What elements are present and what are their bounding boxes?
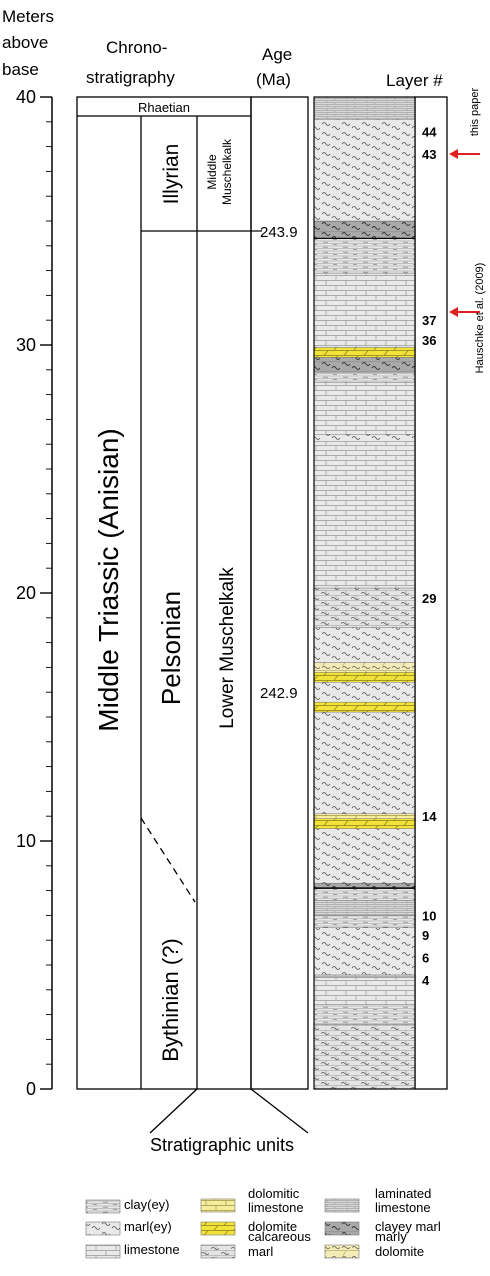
chrono-header-line1: Chrono-	[106, 38, 167, 57]
stratigraphic-units-label: Stratigraphic units	[150, 1135, 294, 1155]
layer-labels: 44 43 37 36 29 14 10 9 6 4	[422, 125, 437, 988]
lithology-bed	[313, 627, 416, 663]
lithology-bed	[313, 974, 416, 978]
marly-dolomite-legend-label: marly	[375, 1229, 407, 1244]
laminated-limestone-legend-label: limestone	[375, 1200, 431, 1215]
lithology-bed	[313, 915, 416, 929]
layer-label: 29	[422, 591, 436, 606]
lithology-bed	[313, 701, 416, 713]
limestone-swatch	[85, 1244, 121, 1259]
lithology-bed	[313, 818, 416, 829]
layer-label: 10	[422, 908, 436, 923]
layer-label: 6	[422, 951, 429, 966]
y-tick-label: 30	[16, 335, 36, 355]
lithology-bed	[313, 711, 416, 814]
lithology-bed	[313, 96, 416, 120]
rhaetian-label: Rhaetian	[138, 100, 190, 115]
marl-swatch	[85, 1221, 121, 1236]
clayey-marl-swatch	[324, 1221, 360, 1236]
middle-triassic-label: Middle Triassic (Anisian)	[93, 428, 124, 731]
illyrian-label: Illyrian	[160, 144, 183, 205]
lithology-bed	[313, 927, 416, 976]
bythinian-label: Bythinian (?)	[158, 938, 183, 1062]
layer-label: 37	[422, 313, 436, 328]
age-header-line1: Age	[262, 45, 292, 64]
hauschke-arrowhead	[449, 307, 458, 317]
y-axis-ticks: 40 30 20 10 0	[16, 87, 52, 1099]
lithology-bed	[313, 900, 416, 916]
lithology-bed	[313, 662, 416, 673]
age-label: 243.9	[260, 224, 298, 241]
age-label: 242.9	[260, 685, 298, 702]
lithology-bed	[313, 220, 416, 239]
y-tick-label: 0	[26, 1079, 36, 1099]
middle-muschelkalk-label-line2: Muschelkalk	[220, 138, 234, 205]
lithology-bed	[313, 382, 416, 435]
lithology-column	[313, 96, 416, 1090]
layer-label: 9	[422, 928, 429, 943]
lithology-bed	[313, 347, 416, 358]
dolomitic-limestone-legend-label: limestone	[248, 1200, 304, 1215]
lithology-bed	[313, 357, 416, 373]
y-tick-label: 10	[16, 831, 36, 851]
calcareous-marl-legend-label: marl	[248, 1244, 273, 1259]
lithology-bed	[313, 434, 416, 442]
lithology-bed	[313, 119, 416, 222]
marl-legend-label: marl(ey)	[124, 1219, 172, 1234]
pelsonian-label: Pelsonian	[156, 591, 186, 705]
layer-label: 44	[422, 125, 437, 140]
lithology-bed	[313, 1024, 416, 1090]
bythinian-boundary-dashed	[140, 817, 196, 903]
calcareous-marl-swatch	[200, 1244, 236, 1259]
layer-label: 4	[422, 973, 430, 988]
lithology-bed	[313, 238, 416, 274]
dolomite-swatch	[200, 1221, 236, 1236]
middle-muschelkalk-label-line1: Middle	[205, 154, 219, 190]
lithology-bed	[313, 372, 416, 383]
this-paper-label: this paper	[469, 88, 481, 137]
lithology-bed	[313, 828, 416, 884]
lithology-bed	[313, 272, 416, 348]
lower-muschelkalk-label: Lower Muschelkalk	[217, 567, 238, 729]
lithology-column-outline	[313, 96, 416, 1090]
layer-header: Layer #	[386, 71, 443, 90]
clay-legend-label: clay(ey)	[124, 1197, 170, 1212]
lithology-bed	[313, 813, 416, 819]
y-tick-label: 20	[16, 583, 36, 603]
meters-label-line2: above	[2, 33, 48, 52]
meters-label-line3: base	[2, 60, 39, 79]
layer-label: 14	[422, 809, 437, 824]
chrono-header-line2: stratigraphy	[86, 68, 175, 87]
hauschke-label: Hauschke et al. (2009)	[474, 263, 486, 374]
lithology-bed	[313, 977, 416, 1005]
this-paper-arrowhead	[449, 149, 458, 159]
stratigraphic-units-bracket	[149, 1088, 309, 1134]
marly-dolomite-swatch	[324, 1244, 360, 1259]
laminated-limestone-swatch	[324, 1198, 360, 1213]
laminated-limestone-legend-label: laminated	[375, 1186, 431, 1201]
calcareous-marl-legend-label: calcareous	[248, 1229, 311, 1244]
dolomite-legend-label: dolomite	[248, 1219, 297, 1234]
marly-dolomite-legend-label: dolomite	[375, 1244, 424, 1259]
lithology-bed	[313, 682, 416, 703]
clayey-marl-legend-label: clayey marl	[375, 1219, 441, 1234]
clay-swatch	[85, 1199, 121, 1214]
lithology-bed	[313, 672, 416, 683]
age-labels: 243.9 242.9	[260, 224, 298, 702]
chrono-columns	[76, 96, 309, 1090]
dolomitic-limestone-swatch	[200, 1198, 236, 1213]
meters-label-line1: Meters	[2, 7, 54, 26]
limestone-legend-label: limestone	[124, 1242, 180, 1257]
layer-label: 43	[422, 147, 436, 162]
lithology-bed	[313, 441, 416, 589]
age-header-line2: (Ma)	[256, 70, 291, 89]
layer-label: 36	[422, 333, 436, 348]
lithology-bed	[313, 587, 416, 628]
y-tick-label: 40	[16, 87, 36, 107]
lithology-bed	[313, 887, 416, 901]
dolomitic-limestone-legend-label: dolomitic	[248, 1186, 300, 1201]
lithology-legend: clay(ey)marl(ey)limestonedolomiticlimest…	[85, 1186, 441, 1259]
lithology-bed	[313, 1004, 416, 1025]
